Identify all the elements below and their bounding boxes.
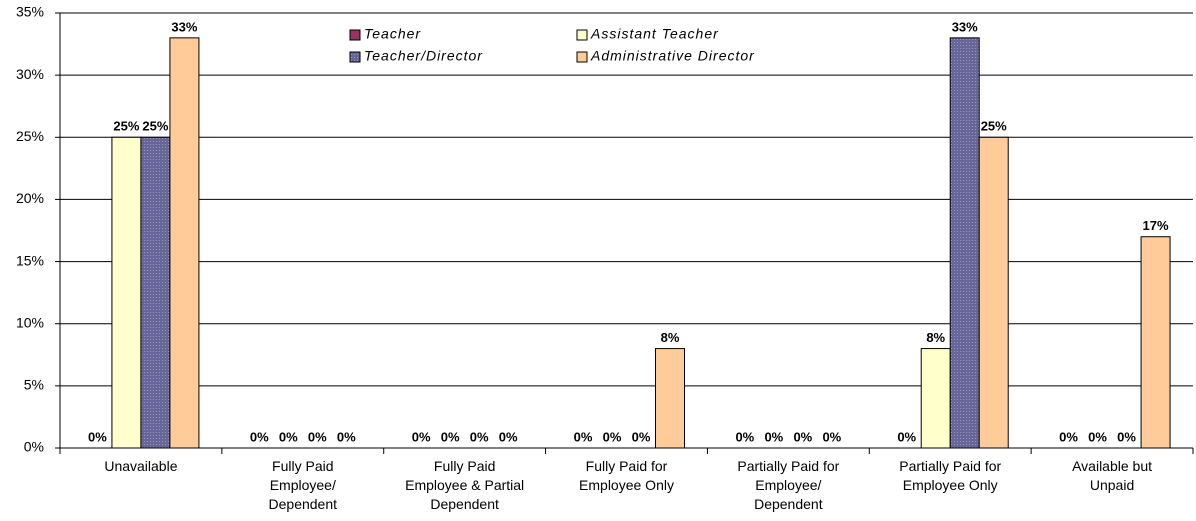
bar — [920, 348, 951, 449]
value-label: 33% — [171, 19, 197, 34]
value-label: 0% — [1088, 429, 1107, 444]
value-label: 0% — [441, 429, 460, 444]
legend-label: Teacher/Director — [364, 48, 483, 64]
bar — [140, 136, 171, 449]
bar — [111, 136, 142, 449]
value-label: 0% — [764, 429, 783, 444]
value-label: 0% — [470, 429, 489, 444]
y-tick-label: 35% — [16, 4, 44, 20]
x-tick-label: Fully Paid Employee/ Dependent — [268, 458, 338, 512]
value-label: 0% — [735, 429, 754, 444]
y-tick-label: 10% — [16, 314, 44, 330]
x-tick-label: Partially Paid for Employee Only — [899, 458, 1002, 493]
value-label: 0% — [250, 429, 269, 444]
y-tick-label: 15% — [16, 252, 44, 268]
x-tick-label: Partially Paid for Employee/ Dependent — [737, 458, 840, 512]
x-tick-label: Available but Unpaid — [1072, 458, 1153, 493]
y-tick-label: 20% — [16, 190, 44, 206]
legend-swatch — [349, 29, 361, 41]
value-label: 0% — [1059, 429, 1078, 444]
value-label: 0% — [308, 429, 327, 444]
value-label: 0% — [897, 429, 916, 444]
y-tick-label: 5% — [24, 377, 44, 393]
legend-swatch — [349, 51, 361, 63]
value-label: 17% — [1143, 218, 1169, 233]
value-label: 0% — [499, 429, 518, 444]
bar — [1140, 236, 1171, 449]
value-label: 0% — [632, 429, 651, 444]
bar — [949, 37, 980, 449]
y-tick-label: 0% — [24, 439, 44, 455]
value-label: 0% — [279, 429, 298, 444]
value-label: 25% — [113, 119, 139, 134]
value-label: 25% — [142, 119, 168, 134]
value-label: 25% — [981, 119, 1007, 134]
value-label: 33% — [952, 19, 978, 34]
legend-swatch — [576, 29, 588, 41]
value-label: 0% — [574, 429, 593, 444]
legend-label: Teacher — [364, 26, 421, 42]
x-tick-label: Fully Paid Employee & Partial Dependent — [405, 458, 525, 512]
x-tick-label: Fully Paid for Employee Only — [579, 458, 674, 493]
legend-label: Administrative Director — [590, 48, 755, 64]
x-tick-label: Unavailable — [104, 458, 178, 474]
bar — [169, 37, 200, 449]
value-label: 0% — [793, 429, 812, 444]
legend-label: Assistant Teacher — [590, 26, 719, 42]
value-label: 0% — [1117, 429, 1136, 444]
value-label: 0% — [603, 429, 622, 444]
value-label: 0% — [822, 429, 841, 444]
value-label: 8% — [926, 330, 945, 345]
value-label: 0% — [412, 429, 431, 444]
value-label: 8% — [661, 330, 680, 345]
value-label: 0% — [88, 429, 107, 444]
value-label: 0% — [337, 429, 356, 444]
bar — [655, 348, 685, 449]
y-tick-label: 30% — [16, 66, 44, 82]
legend-swatch — [576, 51, 588, 63]
bar — [978, 136, 1009, 449]
y-tick-label: 25% — [16, 128, 44, 144]
